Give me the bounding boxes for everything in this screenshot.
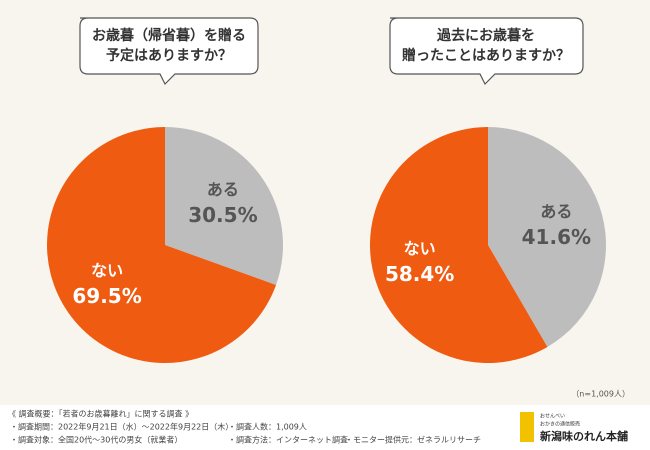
footer-background	[0, 405, 650, 450]
survey-heading: 《 調査概要：「若者のお歳暮離れ」に関する調査 》	[8, 409, 193, 419]
speech-bubble	[79, 17, 259, 86]
chart-title: 過去にお歳暮を	[436, 27, 535, 44]
logo-text: おせんべい	[540, 413, 565, 420]
survey-item: ・調査人数：1,009人	[228, 422, 307, 432]
pie-slice	[46, 127, 277, 363]
chart-title: お歳暮（帰省暮）を贈る	[92, 27, 246, 44]
slice-category: ある	[540, 202, 572, 221]
logo-name: 新潟味のれん本舗	[540, 429, 628, 443]
slice-category: ある	[207, 180, 239, 199]
slice-category: ない	[91, 261, 123, 280]
pie-slice	[488, 127, 606, 347]
slice-value: 30.5%	[188, 203, 257, 227]
survey-item: ・調査対象：全国20代〜30代の男女（就業者）	[10, 435, 182, 445]
slice-value: 69.5%	[72, 284, 141, 308]
slice-value: 58.4%	[385, 262, 454, 286]
slice-category: ない	[404, 239, 436, 258]
chart-title: 予定はありますか？	[106, 47, 232, 64]
survey-item: ・モニター提供元：ゼネラルリサーチ	[345, 435, 481, 445]
sample-note: （n=1,009人）	[571, 390, 630, 399]
speech-bubble	[389, 17, 584, 86]
survey-item: ・調査方法：インターネット調査	[228, 435, 348, 445]
pie-slice	[369, 127, 548, 363]
survey-item: ・調査期間：2022年9月21日（水）〜2022年9月22日（木）	[10, 422, 233, 432]
pie-slice	[165, 127, 283, 285]
logo-mark	[520, 412, 534, 442]
chart-title: 贈ったことはありますか？	[402, 47, 570, 64]
slice-value: 41.6%	[522, 225, 591, 249]
logo-text: おかきの通信販売	[540, 421, 580, 428]
